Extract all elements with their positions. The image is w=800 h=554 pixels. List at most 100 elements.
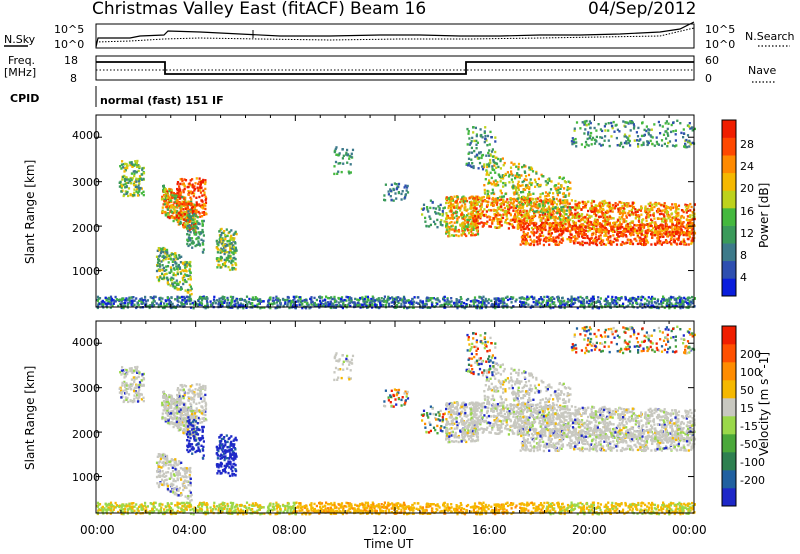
power-cell xyxy=(186,219,190,222)
power-cell xyxy=(218,264,221,267)
power-cell xyxy=(451,216,454,219)
power-cell xyxy=(231,268,234,271)
power-cell xyxy=(665,218,668,221)
power-cell xyxy=(616,227,620,230)
power-cell xyxy=(627,137,630,140)
power-cell xyxy=(654,230,657,233)
power-cell xyxy=(483,130,486,133)
power-cell xyxy=(603,223,606,227)
power-cell xyxy=(398,298,402,302)
power-cell xyxy=(693,127,696,131)
power-cell xyxy=(548,177,551,180)
power-cell xyxy=(652,226,655,230)
power-cell xyxy=(467,229,470,232)
power-cell xyxy=(182,262,185,265)
power-cell xyxy=(338,152,341,155)
power-cell xyxy=(647,128,650,131)
power-cell xyxy=(606,215,609,219)
power-cell xyxy=(561,222,565,225)
power-cell xyxy=(519,300,522,303)
power-cell xyxy=(560,185,563,188)
power-cell xyxy=(200,206,203,209)
power-cell xyxy=(650,128,653,131)
power-cell xyxy=(120,163,123,166)
power-cell xyxy=(425,300,428,303)
power-cell xyxy=(494,140,497,143)
power-cell xyxy=(566,200,569,203)
power-cell xyxy=(484,178,487,181)
power-cell xyxy=(455,210,458,214)
power-cell xyxy=(638,217,641,220)
power-cell xyxy=(630,232,634,235)
power-cell xyxy=(589,237,592,240)
power-cell xyxy=(531,222,534,225)
power-cell xyxy=(165,248,169,252)
power-cell xyxy=(644,231,647,234)
power-cell xyxy=(584,229,588,232)
power-cell xyxy=(114,300,117,303)
power-cell xyxy=(124,169,127,172)
power-cell xyxy=(653,232,656,235)
nave-tick-low: 0 xyxy=(705,72,712,85)
power-cell xyxy=(594,207,598,210)
power-cell xyxy=(504,218,507,222)
power-cell xyxy=(438,207,441,210)
power-cell xyxy=(390,301,393,304)
power-cell xyxy=(522,230,525,233)
power-cell xyxy=(164,257,167,261)
power-cell xyxy=(191,246,194,249)
power-cell xyxy=(471,136,474,140)
power-cell xyxy=(632,127,636,130)
power-cell xyxy=(230,242,233,245)
power-cell xyxy=(481,210,484,213)
power-cell xyxy=(580,218,583,222)
power-cell xyxy=(569,209,572,212)
power-cell xyxy=(581,121,584,124)
power-cell xyxy=(546,182,549,185)
power-cell xyxy=(518,201,521,204)
power-cell xyxy=(607,217,610,220)
power-cell xyxy=(549,200,553,203)
power-cell xyxy=(470,195,473,198)
power-cell xyxy=(191,209,194,213)
power-cell xyxy=(686,234,689,237)
power-cell xyxy=(501,208,504,212)
power-cell xyxy=(583,241,587,245)
power-cell xyxy=(593,237,596,240)
power-cell xyxy=(590,138,593,141)
power-cell xyxy=(665,137,668,140)
power-cell xyxy=(467,223,470,226)
power-cell xyxy=(653,221,656,225)
power-cell xyxy=(517,186,520,190)
power-cell xyxy=(554,230,557,233)
power-cell xyxy=(481,165,484,168)
power-cell xyxy=(509,197,512,200)
power-cell xyxy=(603,139,606,142)
power-cell xyxy=(547,202,550,205)
power-cell xyxy=(640,205,643,208)
power-cell xyxy=(431,297,434,300)
power-cell xyxy=(494,300,497,304)
power-cell xyxy=(337,162,340,165)
power-cell xyxy=(476,141,479,144)
power-cell xyxy=(580,231,583,234)
power-cell xyxy=(220,300,223,304)
power-cell xyxy=(550,216,553,219)
power-cell xyxy=(199,185,202,188)
power-cell xyxy=(677,222,681,225)
power-cell xyxy=(215,299,219,302)
power-cell xyxy=(649,229,652,233)
power-cell xyxy=(472,203,475,206)
power-cell xyxy=(514,177,517,180)
power-cell xyxy=(486,170,489,173)
power-cell xyxy=(604,211,607,214)
power-cell xyxy=(177,282,180,286)
power-cell xyxy=(457,234,460,238)
power-cell xyxy=(619,226,622,229)
power-cell xyxy=(646,213,649,216)
power-cell xyxy=(189,224,192,227)
power-cell xyxy=(659,132,662,135)
power-cell xyxy=(645,216,648,220)
power-cell xyxy=(454,227,457,230)
power-cell xyxy=(118,299,121,303)
